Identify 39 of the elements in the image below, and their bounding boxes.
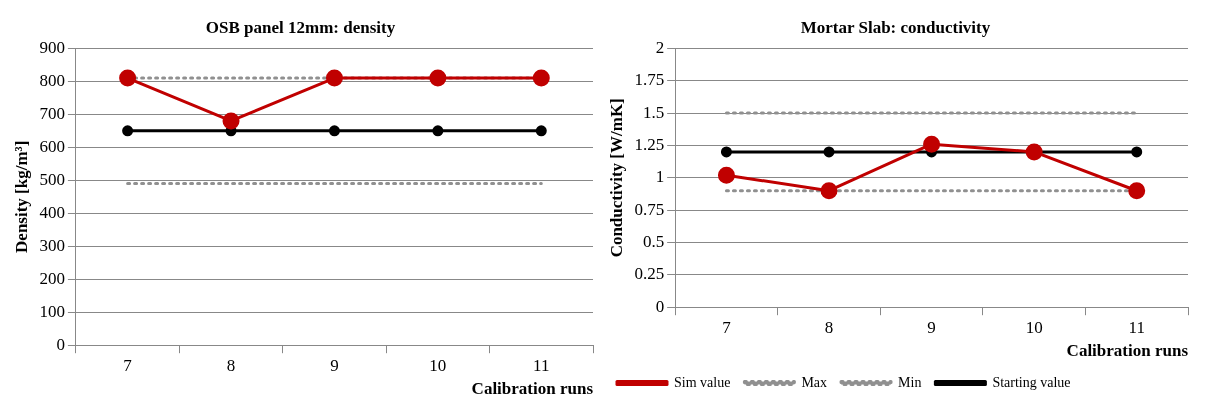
y-tick-label: 2 <box>655 37 665 57</box>
y-tick-label: 600 <box>39 136 65 156</box>
y-tick-label: 200 <box>39 268 65 288</box>
x-tick-label: 11 <box>533 355 550 375</box>
x-tick-label: 10 <box>429 355 447 375</box>
y-tick-label: 100 <box>39 301 65 321</box>
y-tick-label: 500 <box>39 169 65 189</box>
x-tick-label: 8 <box>226 355 236 375</box>
y-tick-label: 700 <box>39 103 65 123</box>
y-tick-label: 0.25 <box>634 264 665 284</box>
y-axis-title: Conductivity [W/mK] <box>606 98 626 258</box>
y-tick-label: 1.5 <box>642 102 665 122</box>
y-axis-title: Density [kg/m³] <box>11 140 31 253</box>
x-tick-label: 7 <box>123 355 133 375</box>
x-tick-label: 8 <box>824 317 834 337</box>
x-tick-label: 7 <box>722 317 732 337</box>
y-tick-label: 0 <box>56 334 65 354</box>
y-tick-label: 300 <box>39 235 65 255</box>
y-tick-label: 400 <box>39 202 65 222</box>
x-tick-label: 11 <box>1128 317 1145 337</box>
x-tick-label: 10 <box>1025 317 1043 337</box>
y-tick-label: 0 <box>655 296 665 316</box>
x-axis-title: Calibration runs <box>471 379 594 399</box>
legend-label: Sim value <box>674 374 731 390</box>
x-axis-title: Calibration runs <box>1066 341 1189 361</box>
y-tick-label: 900 <box>39 37 65 57</box>
y-tick-label: 0.75 <box>634 199 665 219</box>
x-tick-label: 9 <box>330 355 339 375</box>
y-tick-label: 1.75 <box>634 70 665 90</box>
legend-label: Max <box>801 374 828 390</box>
y-tick-label: 1.25 <box>634 134 665 154</box>
legend-label: Min <box>898 374 922 390</box>
x-tick-label: 9 <box>927 317 936 337</box>
y-tick-label: 1 <box>655 167 665 187</box>
legend-label: Starting value <box>992 374 1071 390</box>
y-tick-label: 800 <box>39 70 65 90</box>
chart-title: OSB panel 12mm: density <box>205 17 396 37</box>
y-tick-label: 0.5 <box>642 231 665 251</box>
chart-title: Mortar Slab: conductivity <box>800 17 991 37</box>
